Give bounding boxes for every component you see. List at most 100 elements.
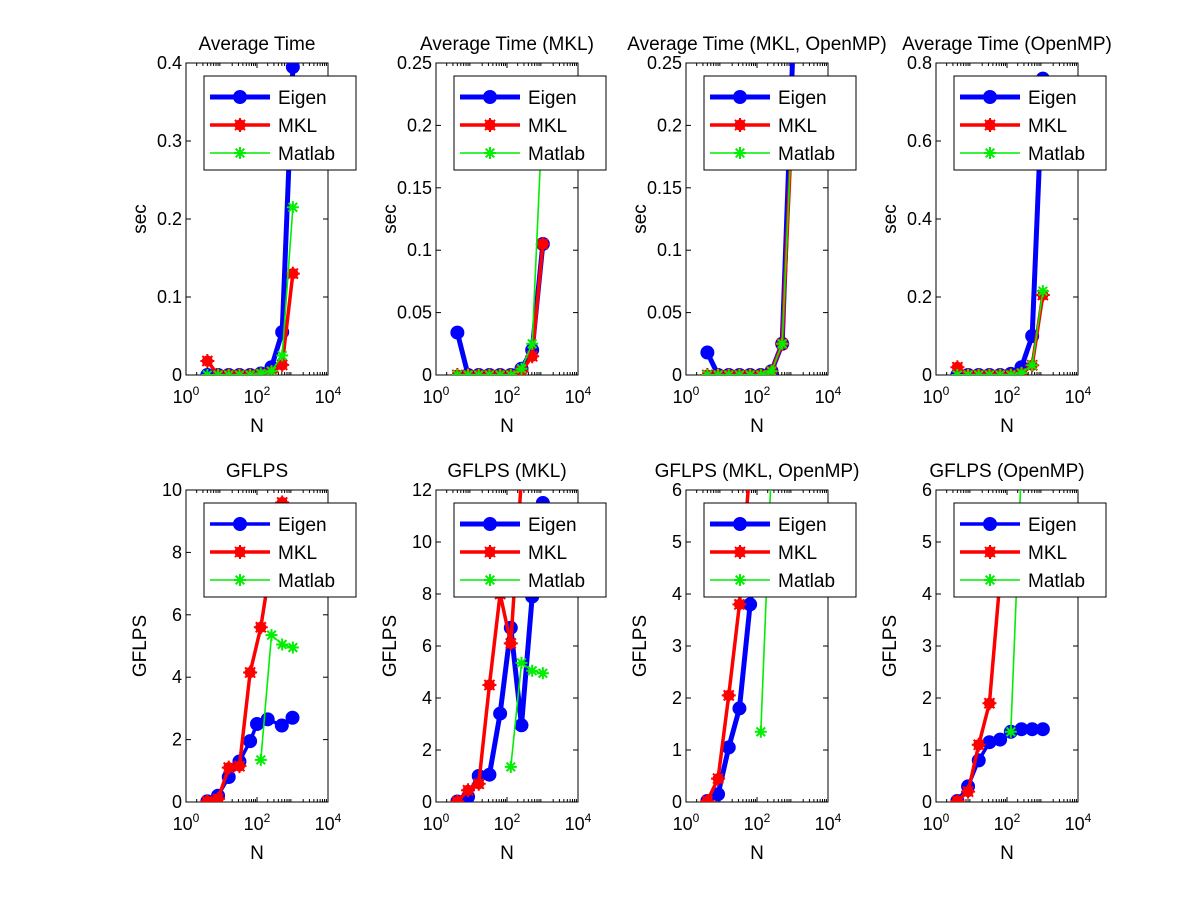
x-tick-label: 100	[423, 384, 450, 407]
data-point-eigen	[285, 63, 300, 74]
y-tick-label: 0.15	[397, 178, 432, 198]
legend-box	[703, 75, 857, 171]
data-point-matlab	[701, 369, 714, 375]
legend-marker-matlab	[984, 574, 996, 586]
data-point-matlab	[462, 369, 475, 375]
x-tick-label: 104	[815, 811, 842, 834]
y-axis-label: GFLPS	[130, 615, 151, 677]
legend-marker-mkl	[983, 545, 997, 559]
y-axis-label: GFLPS	[630, 615, 651, 677]
data-point-mkl	[961, 784, 976, 799]
series-line-eigen	[207, 66, 296, 375]
data-point-matlab	[265, 365, 278, 375]
subplot-6: 0 2 4 6 8 10 12 100 102 104 Eigen MKL Matlab GFLPS (M…	[380, 461, 607, 864]
data-point-matlab	[504, 369, 517, 375]
legend-box	[953, 502, 1107, 598]
legend-label-eigen: Eigen	[528, 515, 577, 536]
legend-marker-eigen	[233, 517, 247, 531]
series-line-matlab	[260, 634, 294, 760]
legend-label-eigen: Eigen	[1028, 88, 1077, 109]
legend-marker-eigen	[983, 90, 997, 104]
legend-label-matlab: Matlab	[778, 144, 835, 165]
data-point-eigen	[285, 710, 300, 725]
data-point-matlab	[265, 629, 278, 642]
legend-label-mkl: MKL	[278, 116, 317, 137]
x-axis-label: N	[750, 843, 764, 864]
data-point-matlab	[536, 667, 549, 680]
legend-marker-matlab	[234, 147, 246, 159]
data-point-matlab	[983, 369, 996, 375]
data-point-mkl	[471, 776, 486, 791]
data-point-matlab	[254, 753, 267, 766]
legend-label-eigen: Eigen	[278, 515, 327, 536]
y-tick-label: 10	[412, 532, 432, 552]
x-axis-label: N	[1000, 843, 1014, 864]
data-point-mkl	[525, 349, 540, 364]
data-point-matlab	[451, 369, 464, 375]
y-tick-label: 0	[422, 365, 432, 385]
data-point-mkl	[211, 791, 226, 802]
legend: Eigen MKL Matlab	[953, 75, 1107, 171]
legend-box	[203, 75, 357, 171]
series-line-matlab	[510, 662, 544, 767]
y-tick-label: 10	[162, 480, 182, 500]
data-point-matlab	[515, 362, 528, 375]
subplot-title: GFLPS (MKL, OpenMP)	[655, 461, 860, 482]
legend-label-eigen: Eigen	[1028, 515, 1077, 536]
data-point-mkl	[200, 353, 215, 368]
y-tick-label: 6	[172, 605, 182, 625]
data-point-matlab	[1015, 367, 1028, 375]
x-tick-label: 102	[744, 384, 771, 407]
x-tick-label: 100	[173, 384, 200, 407]
y-tick-label: 12	[412, 480, 432, 500]
legend-label-mkl: MKL	[778, 116, 817, 137]
y-axis-label: sec	[130, 204, 151, 234]
legend-marker-eigen	[733, 517, 747, 531]
x-tick-label: 104	[1065, 811, 1092, 834]
data-point-eigen	[274, 718, 289, 733]
legend-label-mkl: MKL	[778, 543, 817, 564]
y-tick-label: 0.2	[907, 287, 932, 307]
y-tick-label: 0.05	[397, 303, 432, 323]
x-tick-label: 102	[244, 384, 271, 407]
legend-label-eigen: Eigen	[278, 88, 327, 109]
legend-label-matlab: Matlab	[278, 144, 335, 165]
x-tick-label: 104	[315, 384, 342, 407]
legend-marker-matlab	[734, 574, 746, 586]
y-tick-label: 0.05	[647, 303, 682, 323]
y-axis-label: GFLPS	[880, 615, 901, 677]
subplot-3: 0 0.05 0.1 0.15 0.2 0.25 100 102 104 Eigen MKL Matl…	[627, 34, 886, 437]
data-point-eigen	[514, 718, 529, 733]
x-tick-label: 100	[173, 811, 200, 834]
y-tick-label: 0.8	[907, 53, 932, 73]
legend-marker-mkl	[483, 545, 497, 559]
legend-box	[453, 75, 607, 171]
y-tick-label: 0.1	[157, 287, 182, 307]
legend-label-mkl: MKL	[1028, 543, 1067, 564]
data-point-mkl	[275, 357, 290, 372]
data-point-matlab	[1036, 285, 1049, 298]
data-point-matlab	[472, 369, 485, 375]
y-tick-label: 0.25	[647, 53, 682, 73]
data-point-mkl	[711, 771, 726, 786]
y-tick-label: 0.3	[157, 131, 182, 151]
data-point-matlab	[201, 369, 214, 375]
y-tick-label: 8	[422, 584, 432, 604]
y-tick-label: 6	[672, 480, 682, 500]
legend-label-matlab: Matlab	[528, 571, 585, 592]
y-tick-label: 0.15	[647, 178, 682, 198]
legend-label-mkl: MKL	[278, 543, 317, 564]
y-tick-label: 0.2	[157, 209, 182, 229]
legend-marker-eigen	[483, 90, 497, 104]
legend-label-mkl: MKL	[1028, 116, 1067, 137]
legend-box	[453, 502, 607, 598]
legend-marker-matlab	[984, 147, 996, 159]
x-axis-label: N	[750, 416, 764, 437]
data-point-matlab	[526, 664, 539, 677]
x-tick-label: 102	[994, 811, 1021, 834]
y-tick-label: 3	[922, 636, 932, 656]
y-tick-label: 0.6	[907, 131, 932, 151]
y-tick-label: 0	[672, 365, 682, 385]
y-tick-label: 0.4	[907, 209, 932, 229]
